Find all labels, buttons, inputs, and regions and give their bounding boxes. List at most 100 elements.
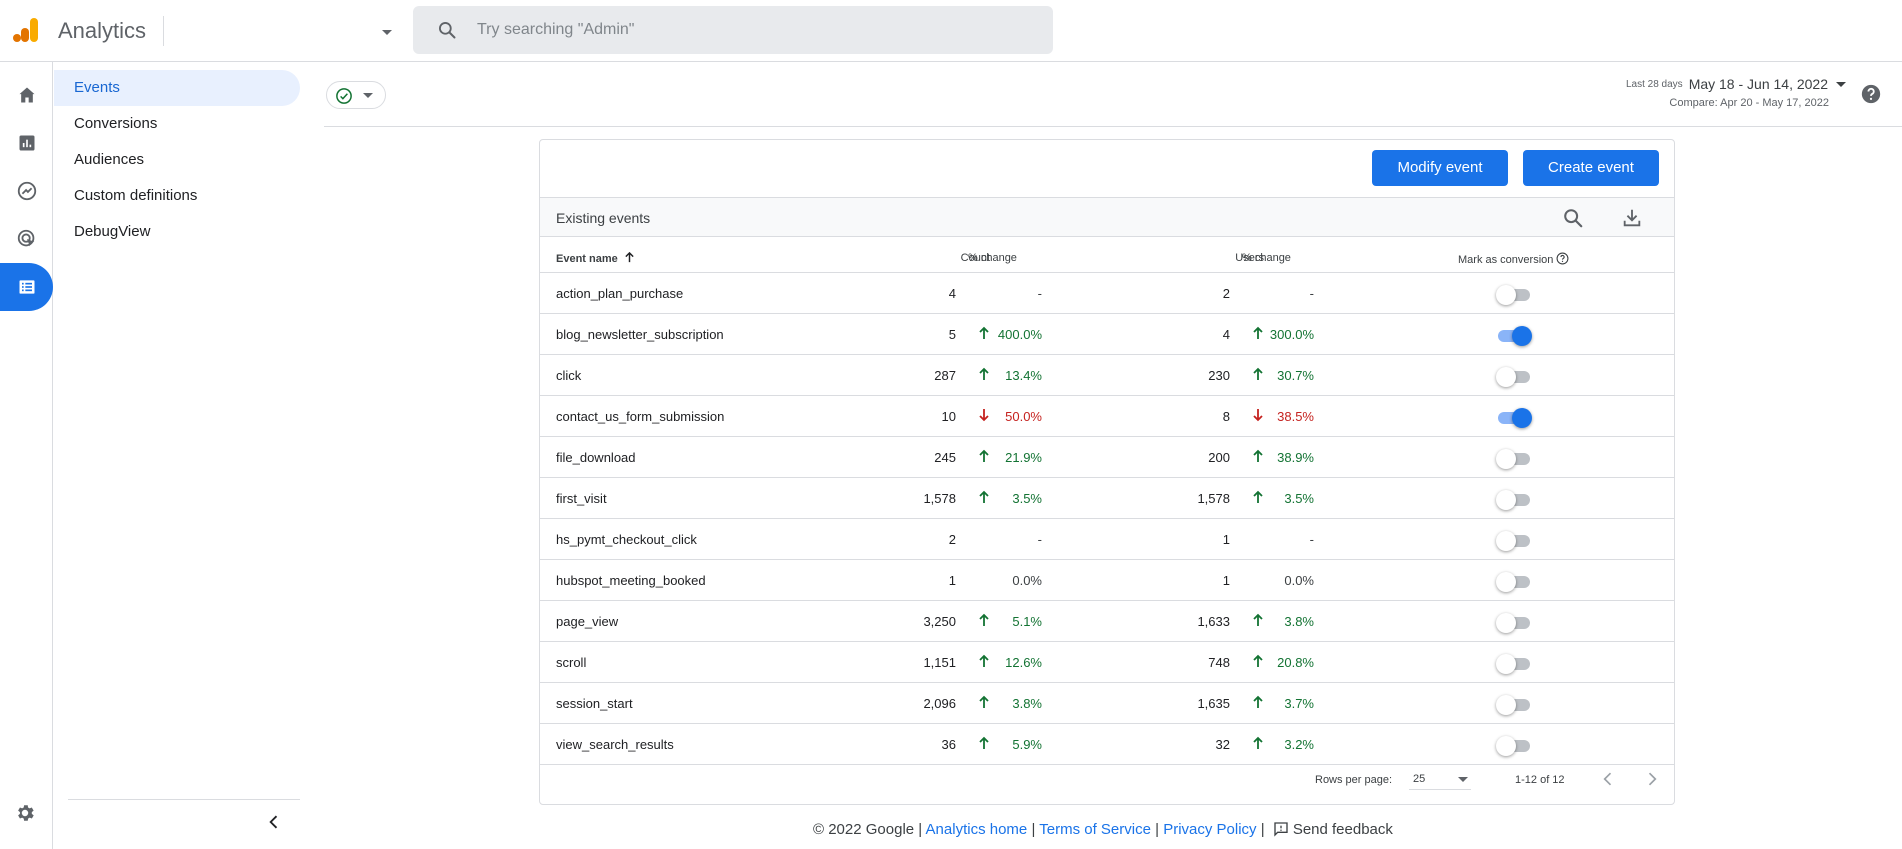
rail-advertising-button[interactable] <box>0 215 53 263</box>
send-feedback-link[interactable]: Send feedback <box>1269 821 1393 838</box>
collapse-nav-chevron-left-icon[interactable] <box>264 812 284 832</box>
terms-of-service-link[interactable]: Terms of Service <box>1039 821 1151 838</box>
privacy-policy-link[interactable]: Privacy Policy <box>1163 821 1257 838</box>
nav-item-debugview[interactable]: DebugView <box>74 223 151 240</box>
column-header-label: Mark as conversion <box>1458 254 1554 266</box>
event-count: 2,096 <box>923 696 956 711</box>
mark-conversion-toggle[interactable] <box>1496 571 1532 592</box>
mark-conversion-toggle[interactable] <box>1496 284 1532 305</box>
arrow-up-icon <box>978 449 990 466</box>
search-icon[interactable] <box>1562 207 1584 229</box>
event-users: 1 <box>1222 532 1230 547</box>
check-circle-icon <box>336 88 352 104</box>
search-bar[interactable] <box>413 6 1053 54</box>
mark-conversion-toggle[interactable] <box>1496 612 1532 633</box>
table-row[interactable]: hs_pymt_checkout_click 2 - 1 - <box>540 519 1674 560</box>
event-name[interactable]: page_view <box>556 614 619 629</box>
mark-conversion-toggle[interactable] <box>1496 694 1532 715</box>
table-row[interactable]: click 287 13.4% 230 30.7% <box>540 355 1674 396</box>
configure-icon <box>19 280 34 294</box>
event-name[interactable]: scroll <box>556 655 587 670</box>
event-name[interactable]: hubspot_meeting_booked <box>556 573 706 588</box>
mark-conversion-toggle[interactable] <box>1496 366 1532 387</box>
table-row[interactable]: view_search_results 36 5.9% 32 3.2% <box>540 724 1674 765</box>
nav-item-audiences[interactable]: Audiences <box>74 151 145 168</box>
arrow-up-icon <box>1252 613 1264 630</box>
previous-page-chevron-left-icon[interactable] <box>1598 769 1618 789</box>
table-row[interactable]: blog_newsletter_subscription 5 400.0% 4 300.… <box>540 314 1674 355</box>
users-change: 3.2% <box>1284 737 1314 752</box>
event-name[interactable]: blog_newsletter_subscription <box>556 327 724 342</box>
left-rail <box>0 62 53 849</box>
column-header-count[interactable]: Count <box>960 252 990 264</box>
column-header-users-change[interactable]: % change <box>1242 252 1291 264</box>
search-input[interactable] <box>477 18 1017 42</box>
help-circle-icon[interactable] <box>1556 252 1569 265</box>
top-bar: Analytics <box>0 0 1902 62</box>
toggle-knob <box>1496 531 1516 551</box>
nav-item-conversions[interactable]: Conversions <box>74 115 158 132</box>
event-name[interactable]: session_start <box>556 696 633 711</box>
rows-per-page-select[interactable]: 25 <box>1409 770 1471 790</box>
event-name[interactable]: first_visit <box>556 491 607 506</box>
mark-conversion-toggle[interactable] <box>1498 325 1532 346</box>
table-row[interactable]: page_view 3,250 5.1% 1,633 3.8% <box>540 601 1674 642</box>
table-row[interactable]: action_plan_purchase 4 - 2 - <box>540 273 1674 314</box>
event-name[interactable]: file_download <box>556 450 636 465</box>
table-row[interactable]: hubspot_meeting_booked 1 0.0% 1 0.0% <box>540 560 1674 601</box>
account-selector-caret-icon[interactable] <box>382 30 392 35</box>
footer-separator: | <box>1155 821 1160 838</box>
arrow-up-icon <box>978 490 990 507</box>
rail-home-button[interactable] <box>0 71 53 119</box>
settings-gear-icon[interactable] <box>14 802 36 824</box>
download-icon[interactable] <box>1621 207 1643 229</box>
event-name[interactable]: click <box>556 368 582 383</box>
mark-conversion-toggle[interactable] <box>1496 530 1532 551</box>
date-range-picker[interactable]: Last 28 days May 18 - Jun 14, 2022 Compar… <box>1626 76 1846 109</box>
event-name[interactable]: action_plan_purchase <box>556 286 684 301</box>
filter-chip[interactable] <box>326 81 386 109</box>
users-change: 20.8% <box>1277 655 1314 670</box>
analytics-logo[interactable] <box>12 16 40 44</box>
table-row[interactable]: first_visit 1,578 3.5% 1,578 3.5% <box>540 478 1674 519</box>
date-range-value: May 18 - Jun 14, 2022 <box>1688 76 1828 92</box>
create-event-button[interactable]: Create event <box>1523 150 1659 186</box>
mark-conversion-toggle[interactable] <box>1496 735 1532 756</box>
table-row[interactable]: file_download 245 21.9% 200 38.9% <box>540 437 1674 478</box>
column-header-event-name[interactable]: Event name <box>556 251 635 265</box>
event-users: 1,633 <box>1197 614 1230 629</box>
mark-conversion-toggle[interactable] <box>1496 489 1532 510</box>
users-change: - <box>1309 286 1314 301</box>
count-change: - <box>1037 532 1042 547</box>
mark-conversion-toggle[interactable] <box>1496 653 1532 674</box>
rail-reports-button[interactable] <box>0 119 53 167</box>
column-header-count-change[interactable]: % change <box>968 252 1017 264</box>
rail-configure-button[interactable] <box>0 263 53 311</box>
help-icon[interactable] <box>1860 83 1882 105</box>
table-row[interactable]: contact_us_form_submission 10 50.0% 8 38.5% <box>540 396 1674 437</box>
event-name[interactable]: view_search_results <box>556 737 674 752</box>
table-row[interactable]: scroll 1,151 12.6% 748 20.8% <box>540 642 1674 683</box>
event-count: 4 <box>948 286 956 301</box>
table-header-bar: Existing events <box>540 197 1674 237</box>
next-page-chevron-right-icon[interactable] <box>1642 769 1662 789</box>
event-users: 8 <box>1222 409 1230 424</box>
table-row[interactable]: session_start 2,096 3.8% 1,635 3.7% <box>540 683 1674 724</box>
event-count: 1 <box>948 573 956 588</box>
modify-event-button[interactable]: Modify event <box>1372 150 1508 186</box>
event-name[interactable]: contact_us_form_submission <box>556 409 725 424</box>
toggle-knob <box>1512 326 1532 346</box>
analytics-home-link[interactable]: Analytics home <box>925 821 1028 838</box>
arrow-up-icon <box>978 654 990 671</box>
mark-conversion-toggle[interactable] <box>1496 448 1532 469</box>
arrow-up-icon <box>978 367 990 384</box>
column-header-users[interactable]: Users <box>1235 252 1264 264</box>
event-name[interactable]: hs_pymt_checkout_click <box>556 532 697 547</box>
events-table-body: action_plan_purchase 4 - 2 - blog_newsletter_… <box>540 273 1674 765</box>
mark-conversion-toggle[interactable] <box>1498 407 1532 428</box>
column-header-mark-conversion[interactable]: Mark as conversion <box>1458 252 1569 266</box>
nav-item-events[interactable]: Events <box>54 70 300 106</box>
reports-icon <box>19 135 34 151</box>
nav-item-custom-definitions[interactable]: Custom definitions <box>74 187 198 204</box>
rail-explore-button[interactable] <box>0 167 53 215</box>
